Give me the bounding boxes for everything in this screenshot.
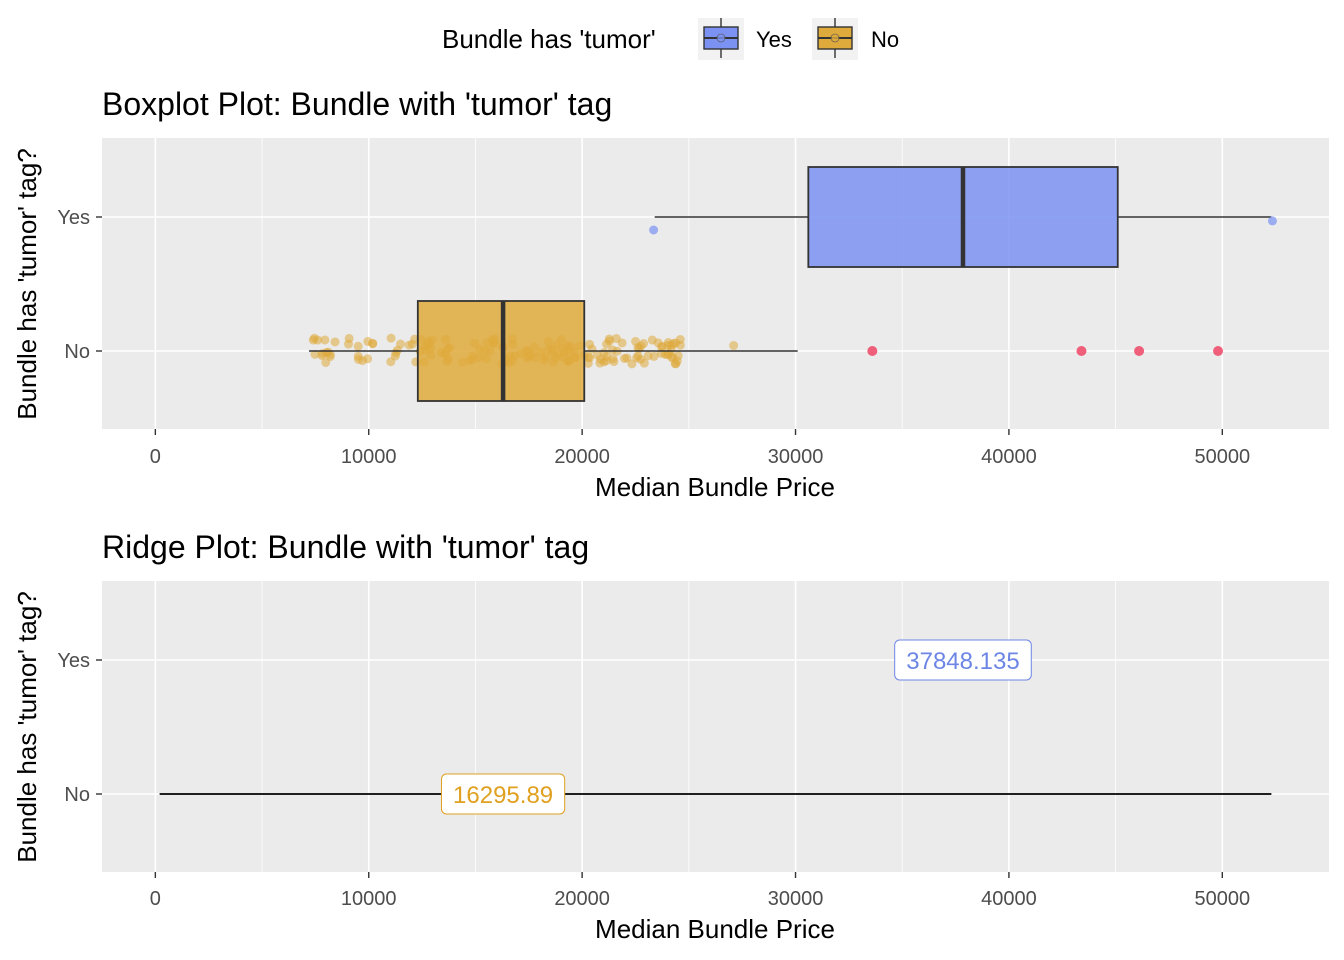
legend-label-no: No	[871, 27, 899, 52]
jitter-point	[396, 339, 406, 349]
jitter-point	[669, 338, 679, 348]
ridge-y-axis-title: Bundle has 'tumor' tag?	[12, 591, 42, 863]
median-label-box	[440, 773, 566, 815]
ridge-x-axis-title: Median Bundle Price	[595, 914, 835, 944]
jitter-point	[601, 356, 611, 366]
data-point	[649, 225, 659, 235]
legend-label-yes: Yes	[756, 27, 792, 52]
x-tick-label: 10000	[341, 888, 397, 910]
x-tick-label: 40000	[981, 888, 1037, 910]
jitter-point	[631, 336, 641, 346]
boxplot-title: Boxplot Plot: Bundle with 'tumor' tag	[102, 86, 612, 122]
ridge-panel: 0 10000 20000 30000 40000 50000 Yes No 37848.135…	[57, 581, 1329, 910]
x-tick-label: 50000	[1194, 888, 1250, 910]
boxplot-y-axis-title: Bundle has 'tumor' tag?	[12, 148, 42, 420]
jitter-point	[310, 349, 320, 359]
median-label-text: 37848.135	[906, 648, 1019, 675]
median-label-text: 16295.89	[453, 782, 553, 809]
legend-key-yes	[698, 18, 744, 60]
jitter-point	[593, 350, 603, 360]
x-tick-label: 40000	[981, 446, 1037, 468]
jitter-point	[633, 351, 643, 361]
jitter-point	[344, 333, 354, 343]
jitter-point	[585, 353, 595, 363]
jitter-point	[386, 333, 396, 343]
y-tick-label-yes: Yes	[57, 650, 90, 672]
outlier-point	[1213, 346, 1224, 356]
jitter-point	[330, 337, 340, 347]
y-tick-label-no: No	[64, 784, 90, 806]
y-tick-label-yes: Yes	[57, 207, 90, 229]
jitter-point	[622, 353, 632, 363]
legend-key-no	[812, 18, 858, 60]
box-yes	[649, 166, 1277, 268]
jitter-point	[657, 341, 667, 351]
legend-title: Bundle has 'tumor'	[442, 24, 656, 54]
jitter-point	[308, 335, 318, 345]
jitter-point	[320, 335, 330, 345]
outlier-point	[1134, 346, 1145, 356]
ridge-title: Ridge Plot: Bundle with 'tumor' tag	[102, 529, 589, 565]
legend: Bundle has 'tumor' Yes No	[442, 18, 899, 60]
x-tick-label: 0	[150, 888, 161, 910]
legend-key-point	[830, 33, 840, 43]
jitter-point	[368, 338, 378, 348]
jitter-point	[353, 341, 363, 351]
jitter-point	[670, 359, 680, 369]
jitter-point	[647, 335, 657, 345]
jitter-point	[639, 358, 649, 368]
x-tick-label: 10000	[341, 446, 397, 468]
jitter-point	[604, 334, 614, 344]
jitter-point	[729, 341, 739, 351]
jitter-point	[391, 348, 401, 358]
jitter-point	[357, 356, 367, 366]
jitter-point	[639, 339, 649, 349]
outlier-point	[867, 346, 878, 356]
data-point	[1267, 216, 1277, 226]
boxplot-x-axis-title: Median Bundle Price	[595, 472, 835, 502]
panel-background	[102, 138, 1329, 429]
median-label-no: 16295.89	[440, 773, 566, 815]
jitter-point	[643, 351, 653, 361]
x-tick-label: 20000	[554, 446, 610, 468]
x-tick-label: 20000	[554, 888, 610, 910]
jitter-point	[617, 338, 627, 348]
y-tick-label-no: No	[64, 341, 90, 363]
outlier-point	[1076, 346, 1087, 356]
x-tick-label: 50000	[1194, 446, 1250, 468]
boxplot-panel: 0 10000 20000 30000 40000 50000 Yes No	[57, 138, 1329, 468]
median-label-box	[894, 639, 1032, 681]
legend-key-point	[716, 33, 726, 43]
median-label-yes: 37848.135	[894, 639, 1032, 681]
x-tick-label: 0	[150, 446, 161, 468]
box-no	[308, 300, 1224, 402]
jitter-point	[321, 357, 331, 367]
jitter-point	[325, 349, 335, 359]
x-tick-label: 30000	[768, 446, 824, 468]
x-tick-label: 30000	[768, 888, 824, 910]
panel-background	[102, 581, 1329, 872]
